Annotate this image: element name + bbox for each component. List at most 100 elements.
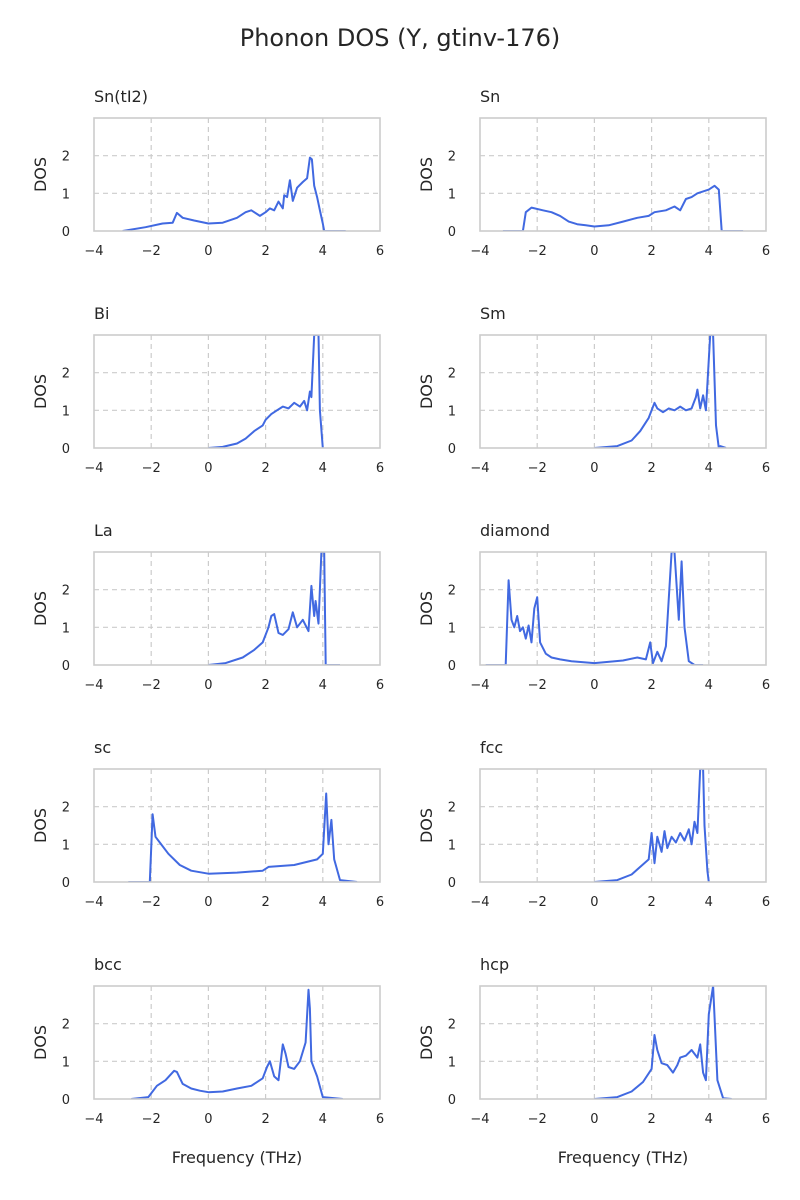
panel-hcp: −4 −2 0 2 4 6 0 1 2 hcp DOS Frequency (THz) [417,955,770,1167]
x-tick-label: 0 [590,678,598,693]
x-tick-label: −4 [470,895,489,910]
x-tick-label: 0 [590,461,598,476]
plot-frame [479,551,767,666]
panel-la: −4 −2 0 2 4 6 0 1 2 La DOS [31,521,384,693]
x-tick-label: 6 [762,244,770,259]
x-tick-label: 4 [319,1112,327,1127]
x-axis-label: Frequency (THz) [172,1148,302,1167]
y-axis-label: DOS [31,157,50,192]
x-tick-label: 6 [376,1112,384,1127]
x-tick-label: −4 [84,1112,103,1127]
dos-series-line [502,184,744,231]
x-tick-label: −4 [84,461,103,476]
panel-bi: −4 −2 0 2 4 6 0 1 2 Bi DOS [31,304,384,476]
panel-title: bcc [94,955,122,974]
x-tick-label: −2 [142,244,161,259]
x-tick-label: 4 [705,461,713,476]
dos-series-line [594,986,732,1099]
y-tick-label: 1 [62,621,70,636]
x-tick-label: 2 [647,461,655,476]
x-tick-label: 6 [376,895,384,910]
panel-diamond: −4 −2 0 2 4 6 0 1 2 diamond DOS [417,521,770,693]
dos-series-line [208,335,324,448]
y-tick-label: 1 [62,404,70,419]
x-tick-label: −2 [528,678,547,693]
y-tick-label: 2 [62,1018,70,1033]
x-tick-label: 4 [705,895,713,910]
y-axis-label: DOS [31,808,50,843]
x-tick-label: 0 [204,1112,212,1127]
panel-title: Bi [94,304,109,323]
x-tick-label: 6 [762,678,770,693]
x-axis-label: Frequency (THz) [558,1148,688,1167]
panel-sn: −4 −2 0 2 4 6 0 1 2 Sn DOS [417,87,770,259]
y-tick-label: 2 [62,801,70,816]
x-tick-label: 2 [261,1112,269,1127]
x-tick-label: 2 [647,678,655,693]
y-tick-label: 2 [62,367,70,382]
y-tick-label: 0 [62,659,70,674]
y-tick-label: 1 [448,1055,456,1070]
x-tick-label: −2 [142,895,161,910]
panel-title: sc [94,738,111,757]
y-tick-label: 1 [62,1055,70,1070]
y-tick-label: 2 [448,150,456,165]
dos-series-line [128,792,358,882]
x-tick-label: −2 [528,244,547,259]
dos-series-line [594,769,710,882]
y-tick-label: 2 [62,584,70,599]
panel-sn-ti2-: −4 −2 0 2 4 6 0 1 2 Sn(tI2) DOS [31,87,384,259]
y-tick-label: 0 [62,1093,70,1108]
x-tick-label: 6 [762,1112,770,1127]
panel-title: La [94,521,113,540]
y-tick-label: 2 [62,150,70,165]
x-tick-label: −4 [470,678,489,693]
x-tick-label: −2 [528,895,547,910]
y-tick-label: 0 [448,876,456,891]
x-tick-label: 4 [319,244,327,259]
x-tick-label: 6 [376,678,384,693]
panel-sc: −4 −2 0 2 4 6 0 1 2 sc DOS [31,738,384,910]
x-tick-label: −2 [142,678,161,693]
x-tick-label: 6 [762,461,770,476]
plot-frame [93,768,381,883]
y-axis-label: DOS [31,374,50,409]
x-tick-label: 2 [647,244,655,259]
dos-series-line [131,988,343,1099]
plot-frame [93,334,381,449]
x-tick-label: 4 [319,461,327,476]
x-tick-label: 4 [705,678,713,693]
dos-series-line [122,156,346,231]
x-tick-label: 2 [647,1112,655,1127]
y-axis-label: DOS [417,591,436,626]
dos-series-line [594,335,727,448]
y-tick-label: 1 [448,404,456,419]
x-tick-label: 0 [590,244,598,259]
dos-series-line [485,552,704,665]
figure-title: Phonon DOS (Y, gtinv-176) [240,24,561,52]
y-tick-label: 0 [448,1093,456,1108]
y-tick-label: 2 [448,584,456,599]
x-tick-label: 2 [261,461,269,476]
x-tick-label: −4 [84,678,103,693]
x-tick-label: 2 [647,895,655,910]
plot-frame [93,551,381,666]
y-tick-label: 0 [448,225,456,240]
y-axis-label: DOS [31,591,50,626]
y-tick-label: 1 [448,621,456,636]
y-tick-label: 0 [62,442,70,457]
panel-title: fcc [480,738,503,757]
y-axis-label: DOS [417,808,436,843]
x-tick-label: 0 [590,1112,598,1127]
x-tick-label: 6 [376,461,384,476]
x-tick-label: 2 [261,244,269,259]
panel-fcc: −4 −2 0 2 4 6 0 1 2 fcc DOS [417,738,770,910]
panel-title: Sn [480,87,500,106]
x-tick-label: 0 [590,895,598,910]
panel-title: Sn(tI2) [94,87,148,106]
panel-title: diamond [480,521,550,540]
y-axis-label: DOS [31,1025,50,1060]
plot-frame [93,985,381,1100]
x-tick-label: 0 [204,461,212,476]
